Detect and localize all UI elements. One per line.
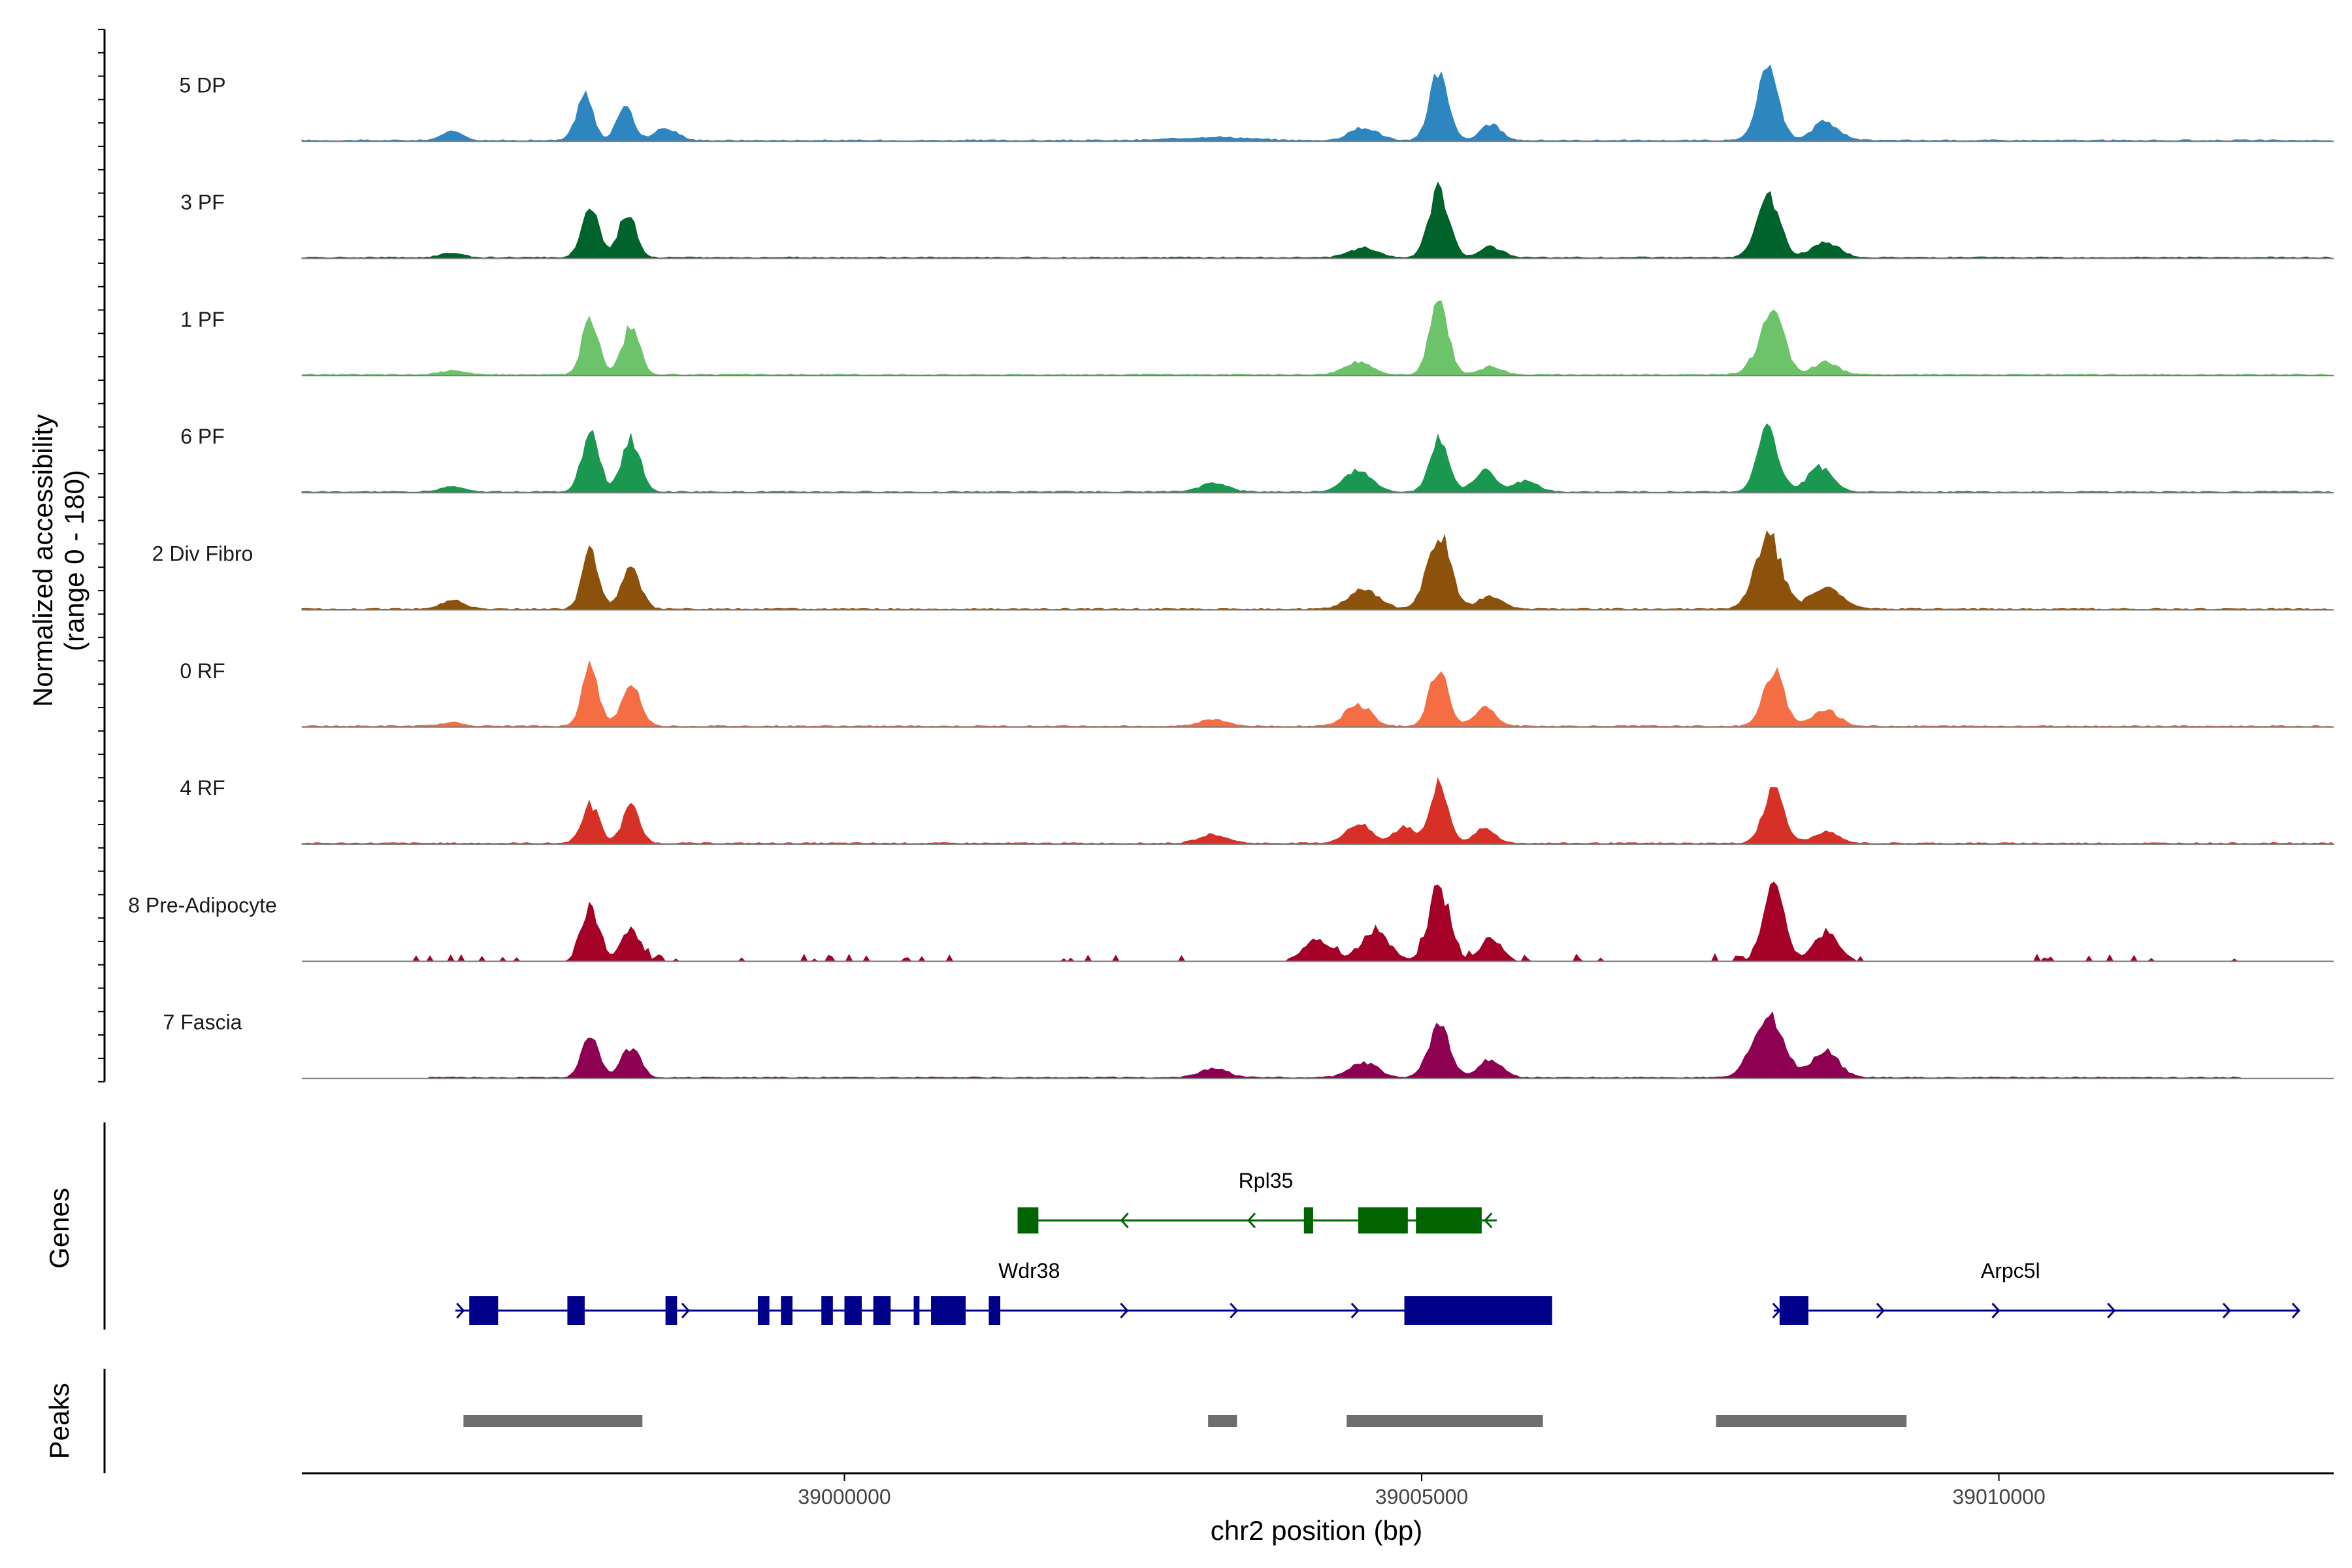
coverage-track: 7 Fascia <box>163 1011 2334 1079</box>
gene-strand-arrow <box>456 1302 465 1319</box>
coverage-area <box>301 423 2334 493</box>
y-axis-title: Normalized accessibility (range 0 - 180) <box>27 414 90 707</box>
track-label: 6 PF <box>180 425 225 448</box>
gene-exon <box>873 1296 891 1325</box>
gene-strand-arrow <box>1350 1302 1360 1319</box>
gene-strand-arrow <box>1230 1302 1239 1319</box>
gene-strand-arrow <box>2222 1302 2231 1319</box>
coverage-area <box>301 300 2334 376</box>
coverage-track: 3 PF <box>180 181 2334 259</box>
coverage-area <box>301 64 2334 142</box>
peak-region <box>1716 1415 1907 1427</box>
gene-exon <box>1404 1296 1552 1325</box>
gene-exon <box>757 1296 770 1325</box>
track-label: 8 Pre-Adipocyte <box>128 893 277 917</box>
track-label: 5 DP <box>179 73 225 97</box>
gene-exon <box>931 1296 966 1325</box>
gene-strand-arrow <box>1120 1302 1129 1319</box>
coverage-track: 8 Pre-Adipocyte <box>128 881 2334 962</box>
genes-panel-title: Genes <box>44 1188 74 1269</box>
gene-exon <box>1358 1207 1408 1233</box>
gene-strand-arrow <box>1876 1302 1885 1319</box>
coverage-area <box>301 181 2334 259</box>
peak-region <box>463 1415 643 1427</box>
peaks-panel-title: Peaks <box>44 1383 74 1460</box>
gene-strand-arrow <box>2291 1302 2301 1319</box>
track-label: 2 Div Fibro <box>152 542 253 566</box>
x-tick-label: 39005000 <box>1375 1485 1468 1509</box>
coverage-area <box>301 777 2335 845</box>
gene-strand-arrow <box>681 1302 690 1319</box>
track-label: 0 RF <box>180 659 225 683</box>
gene-exon <box>1303 1207 1313 1233</box>
genes-panel: Genes Rpl35 Wdr38 Arpc5l <box>44 1122 2301 1330</box>
gene-exon <box>844 1296 862 1325</box>
gene-strand-arrow <box>1484 1212 1493 1229</box>
gene-strand-arrow <box>1991 1302 2001 1319</box>
track-label: 7 Fascia <box>163 1011 242 1034</box>
gene-exon <box>469 1296 498 1325</box>
gene-exon <box>1779 1296 1808 1325</box>
peaks-panel: Peaks <box>44 1369 1907 1473</box>
gene-strand-arrow <box>1247 1212 1256 1229</box>
y-axis-title-line2: (range 0 - 180) <box>59 470 90 651</box>
x-tick-label: 39010000 <box>1952 1485 2045 1509</box>
track-label: 3 PF <box>180 191 225 214</box>
x-axis: chr2 position (bp) 39000000 39005000 39010… <box>302 1472 2334 1546</box>
y-axis-title-line1: Normalized accessibility <box>27 414 58 707</box>
gene-label: Wdr38 <box>998 1259 1060 1282</box>
gene-exon <box>1017 1207 1039 1233</box>
coverage-track: 0 RF <box>180 659 2334 728</box>
gene-exon <box>821 1296 833 1325</box>
coverage-track: 4 RF <box>180 776 2335 845</box>
gene-exon <box>665 1296 678 1325</box>
gene-exon <box>781 1296 792 1325</box>
track-label: 4 RF <box>180 776 225 800</box>
coverage-track: 6 PF <box>180 423 2334 494</box>
x-axis-title: chr2 position (bp) <box>1211 1515 1423 1546</box>
peak-region <box>1347 1415 1543 1427</box>
gene-exon <box>988 1296 1001 1325</box>
gene-strand-arrow <box>1772 1302 1781 1319</box>
gene-exon <box>913 1296 920 1325</box>
track-label: 1 PF <box>180 308 225 331</box>
coverage-tracks: 5 DP 3 PF 1 PF 6 PF 2 Div Fibro 0 RF 4 RF 8 Pre… <box>98 29 2335 1083</box>
gene-strand-arrow <box>1120 1212 1129 1229</box>
peak-region <box>1208 1415 1237 1427</box>
coverage-area <box>301 660 2334 728</box>
x-tick-label: 39000000 <box>798 1485 890 1509</box>
coverage-area <box>301 530 2334 610</box>
gene-model: Rpl35 <box>1017 1169 1497 1233</box>
gene-model: Arpc5l <box>1772 1259 2301 1325</box>
gene-strand-arrow <box>2107 1302 2116 1319</box>
gene-label: Rpl35 <box>1239 1169 1294 1192</box>
coverage-area <box>428 1011 2243 1079</box>
coverage-track: 5 DP <box>179 64 2334 142</box>
coverage-track: 1 PF <box>180 300 2334 376</box>
gene-model: Wdr38 <box>455 1259 1552 1325</box>
gene-exon <box>567 1296 585 1325</box>
gene-label: Arpc5l <box>1981 1259 2040 1282</box>
coverage-track: 2 Div Fibro <box>152 530 2334 611</box>
gene-exon <box>1416 1207 1482 1233</box>
